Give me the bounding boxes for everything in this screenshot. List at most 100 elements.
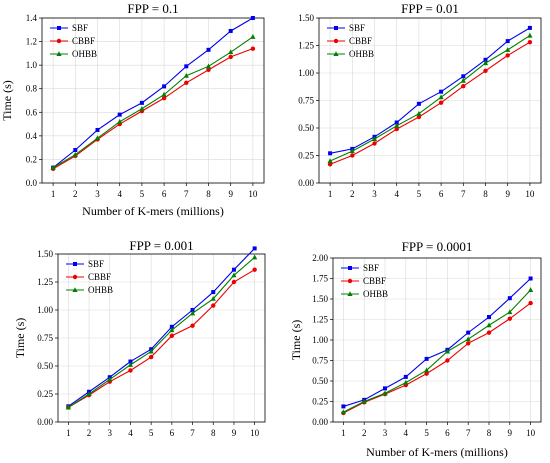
chart-1-ytick-label: 0.0 xyxy=(26,178,38,188)
chart-1-series-ohbb xyxy=(50,34,256,170)
chart-2-ytick-label: 0.25 xyxy=(298,151,314,161)
chart-3-series-cbbf-point xyxy=(231,279,237,285)
chart-1-legend-cbbf-marker xyxy=(56,38,62,44)
chart-1-series-ohbb-line xyxy=(52,36,254,169)
chart-3-legend-cbbf-marker xyxy=(72,274,78,280)
chart-4-xtick-label: 6 xyxy=(445,428,450,438)
chart-3-series-sbf-point xyxy=(190,308,195,312)
chart-3-ytick-label: 0.50 xyxy=(37,361,53,371)
chart-2-xtick-label: 3 xyxy=(372,189,377,199)
chart-2-xtick-label: 6 xyxy=(439,189,444,199)
chart-1-plot-frame xyxy=(41,17,265,184)
chart-4-xtick-label: 9 xyxy=(508,428,513,438)
chart-3-series-ohbb-point xyxy=(65,404,71,410)
chart-2-series-cbbf-point xyxy=(372,141,377,146)
chart-2-xtick-label: 7 xyxy=(461,189,466,199)
chart-1-series-sbf-point xyxy=(95,127,100,132)
chart-2-series-cbbf-point xyxy=(416,114,422,120)
chart-1-legend: SBF CBBF OHBB xyxy=(50,23,97,59)
chart-4-legend-sbf-label: SBF xyxy=(363,263,379,273)
chart-2-series-sbf-line xyxy=(329,27,531,154)
chart-4-ytick-label: 1.00 xyxy=(312,335,328,345)
chart-3-series-sbf-line xyxy=(68,248,256,407)
chart-2-legend-sbf-marker xyxy=(334,26,338,30)
chart-1-series-sbf-point xyxy=(250,16,255,20)
chart-2-series-cbbf-point xyxy=(438,100,444,105)
chart-2-xtick-label: 5 xyxy=(417,189,422,199)
chart-3-xtick-label: 3 xyxy=(108,428,113,438)
chart-2-series-ohbb-point xyxy=(505,47,511,52)
chart-1-xtick-label: 1 xyxy=(51,189,56,199)
chart-4-series-cbbf-point xyxy=(486,330,492,335)
chart-4-series-cbbf-point xyxy=(445,358,450,363)
chart-4-xlabel: Number of K-mers (millions) xyxy=(366,445,508,459)
chart-1-xtick-label: 2 xyxy=(73,189,78,199)
chart-3-legend-ohbb-label: OHBB xyxy=(88,285,113,295)
chart-3-series-sbf-point xyxy=(169,324,174,329)
chart-3-series-ohbb xyxy=(65,254,258,410)
chart-1-ytick-label: 1.0 xyxy=(26,60,38,70)
chart-2-legend-sbf-label: SBF xyxy=(349,23,365,33)
chart-3-series-ohbb-point xyxy=(210,296,216,301)
chart-1-series-sbf-point xyxy=(117,112,122,117)
chart-2-ytick-label: 1.25 xyxy=(298,41,314,51)
chart-4-series-sbf-point xyxy=(466,330,471,335)
chart-1-title: FPP = 0.1 xyxy=(127,1,178,16)
chart-4-series-ohbb-point xyxy=(486,322,492,328)
chart-2-ytick-label: 1.50 xyxy=(298,13,314,23)
chart-4-ytick-label: 0.75 xyxy=(312,356,328,366)
chart-1-series-cbbf-point xyxy=(228,54,233,60)
chart-3-series-cbbf-point xyxy=(190,323,195,328)
chart-2-xtick-label: 10 xyxy=(525,189,535,199)
chart-1-series-ohbb-point xyxy=(205,63,212,69)
chart-1-legend-ohbb-marker xyxy=(56,51,62,56)
chart-1-series-sbf-point xyxy=(228,28,233,33)
chart-2-series-ohbb-point xyxy=(394,123,400,128)
chart-4-series-ohbb xyxy=(340,287,534,415)
chart-2: 0.00 0.25 0.50 0.75 1.00 1.25 1.50 1 2 3 4 5 6 7 8 9 10 F… xyxy=(298,1,542,199)
chart-3-ylabel: Time (s) xyxy=(13,318,27,359)
chart-2-series-sbf-point xyxy=(483,57,488,62)
chart-2-xtick-label: 2 xyxy=(350,189,355,199)
chart-4-legend-sbf-marker xyxy=(348,266,352,270)
chart-2-ytick-label: 0.50 xyxy=(298,123,314,133)
chart-4-series-ohbb-point xyxy=(361,398,367,404)
chart-3-legend-ohbb-marker xyxy=(72,287,78,292)
chart-3-series-cbbf-line xyxy=(68,269,255,408)
chart-4-series-cbbf-point xyxy=(507,316,512,321)
chart-3-xtick-label: 6 xyxy=(170,428,175,438)
chart-1-series-sbf-line xyxy=(52,17,254,169)
chart-4-ytick-label: 0.25 xyxy=(312,397,328,407)
chart-2-series-cbbf-line xyxy=(329,41,531,165)
chart-1-ytick-label: 1.4 xyxy=(26,13,38,23)
chart-1-ytick-label: 0.8 xyxy=(26,84,38,94)
chart-2-xtick-label: 8 xyxy=(483,189,488,199)
chart-1-xtick-label: 6 xyxy=(162,189,167,199)
chart-4-xtick-label: 3 xyxy=(383,428,388,438)
chart-4-xtick-label: 7 xyxy=(466,428,471,438)
chart-3-series-sbf-point xyxy=(231,267,236,272)
chart-3-legend: SBF CBBF OHBB xyxy=(66,259,113,295)
chart-2-series-ohbb-point xyxy=(327,158,333,163)
chart-1-series-ohbb-point xyxy=(139,105,145,111)
chart-4-series-ohbb-point xyxy=(507,309,513,315)
chart-3-series-cbbf-point xyxy=(169,333,175,338)
chart-4-series-ohbb-point xyxy=(340,409,346,415)
chart-4-series-cbbf-point xyxy=(424,371,429,376)
chart-1-series-cbbf-line xyxy=(52,48,254,170)
chart-2-series-cbbf xyxy=(327,40,533,167)
chart-2-series-sbf-point xyxy=(527,25,532,30)
chart-1-ytick-label: 0.2 xyxy=(26,154,37,164)
chart-4-series-ohbb-point xyxy=(424,367,430,373)
chart-3-series-ohbb-point xyxy=(148,348,154,354)
chart-2-series-ohbb xyxy=(327,32,533,163)
chart-3-ytick-label: 0.75 xyxy=(37,333,53,343)
chart-1-series-cbbf-point xyxy=(250,46,256,51)
chart-4-xtick-label: 1 xyxy=(341,428,346,438)
chart-3-series-cbbf-point xyxy=(128,368,133,373)
chart-2-ytick-label: 1.00 xyxy=(298,68,314,78)
chart-3-ytick-label: 1.25 xyxy=(37,277,53,287)
chart-3-series-ohbb-point xyxy=(231,272,237,278)
chart-4-series-sbf-point xyxy=(528,276,533,281)
chart-2-legend: SBF CBBF OHBB xyxy=(327,23,374,59)
